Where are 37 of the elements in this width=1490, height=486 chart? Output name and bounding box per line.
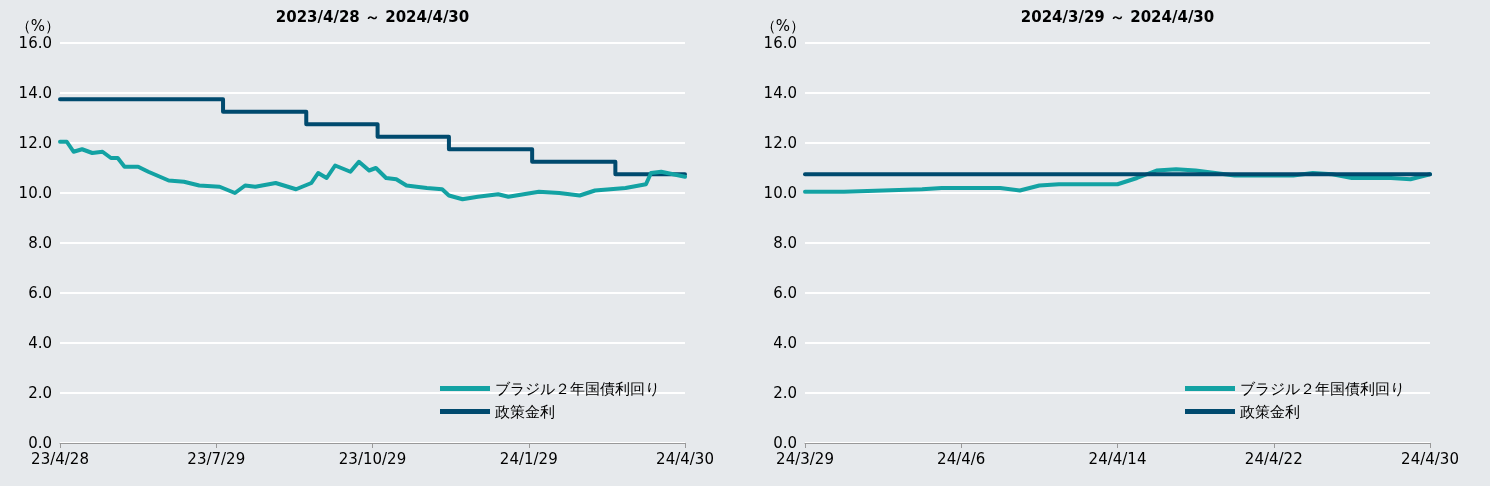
y-tick-label: 6.0 bbox=[28, 284, 52, 302]
y-axis-title: （%） bbox=[15, 16, 60, 35]
y-tick-label: 2.0 bbox=[28, 384, 52, 402]
x-tick-label: 24/3/29 bbox=[776, 449, 834, 468]
line-series bbox=[58, 139, 687, 202]
y-tick-label: 4.0 bbox=[28, 334, 52, 352]
y-tick-label: 8.0 bbox=[28, 234, 52, 252]
x-tick-label: 24/4/22 bbox=[1244, 449, 1303, 468]
legend-label: ブラジル２年国債利回り bbox=[1240, 379, 1405, 398]
y-tick-label: 2.0 bbox=[773, 384, 797, 402]
x-tick-label: 24/4/14 bbox=[1088, 449, 1147, 468]
legend-label: ブラジル２年国債利回り bbox=[495, 379, 660, 398]
x-tick-label: 24/4/30 bbox=[656, 449, 714, 468]
y-tick-label: 12.0 bbox=[763, 134, 797, 152]
y-tick-label: 0.0 bbox=[773, 434, 797, 452]
y-tick-label: 12.0 bbox=[18, 134, 52, 152]
x-tick-label: 23/10/29 bbox=[338, 449, 407, 468]
x-tick-label: 24/4/30 bbox=[1401, 449, 1459, 468]
x-tick-label: 24/4/6 bbox=[937, 449, 986, 468]
legend-label: 政策金利 bbox=[1240, 402, 1300, 421]
y-tick-label: 6.0 bbox=[773, 284, 797, 302]
y-tick-label: 16.0 bbox=[18, 34, 52, 52]
y-tick-label: 10.0 bbox=[763, 184, 797, 202]
chart-title: 2024/3/29 ～ 2024/4/30 bbox=[1020, 7, 1215, 26]
y-tick-label: 8.0 bbox=[773, 234, 797, 252]
x-tick-label: 23/4/28 bbox=[31, 449, 89, 468]
legend-label: 政策金利 bbox=[495, 402, 555, 421]
y-axis-title: （%） bbox=[760, 16, 805, 35]
y-tick-label: 14.0 bbox=[763, 84, 797, 102]
chart-title: 2023/4/28 ～ 2024/4/30 bbox=[275, 7, 470, 26]
y-tick-label: 0.0 bbox=[28, 434, 52, 452]
x-tick-label: 23/7/29 bbox=[187, 449, 246, 468]
y-tick-label: 4.0 bbox=[773, 334, 797, 352]
y-tick-label: 16.0 bbox=[763, 34, 797, 52]
y-tick-label: 14.0 bbox=[18, 84, 52, 102]
x-tick-label: 24/1/29 bbox=[499, 449, 558, 468]
y-tick-label: 10.0 bbox=[18, 184, 52, 202]
